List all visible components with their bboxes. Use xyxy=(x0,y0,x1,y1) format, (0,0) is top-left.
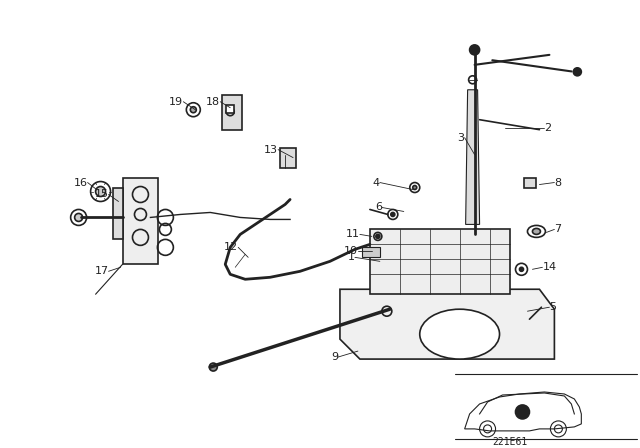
Circle shape xyxy=(391,212,395,216)
Text: 221E61: 221E61 xyxy=(492,437,527,447)
Text: 6: 6 xyxy=(375,202,382,212)
Circle shape xyxy=(515,405,529,419)
Bar xyxy=(280,148,296,168)
Text: 5: 5 xyxy=(549,302,556,312)
Bar xyxy=(113,188,122,239)
Bar xyxy=(227,105,234,113)
Text: 11: 11 xyxy=(346,229,360,239)
Polygon shape xyxy=(340,289,554,359)
Ellipse shape xyxy=(420,309,500,359)
Polygon shape xyxy=(465,392,581,431)
Circle shape xyxy=(573,68,581,76)
Text: 3: 3 xyxy=(458,133,465,142)
Circle shape xyxy=(470,45,479,55)
Text: 10: 10 xyxy=(344,246,358,256)
Text: 8: 8 xyxy=(554,177,561,188)
Text: 4: 4 xyxy=(372,177,380,188)
Polygon shape xyxy=(370,229,509,294)
Text: 12: 12 xyxy=(224,242,238,252)
Polygon shape xyxy=(362,247,380,257)
Text: 7: 7 xyxy=(554,224,561,234)
Circle shape xyxy=(413,185,417,190)
Ellipse shape xyxy=(527,225,545,237)
Circle shape xyxy=(190,107,196,113)
Text: 13: 13 xyxy=(264,145,278,155)
Circle shape xyxy=(209,363,217,371)
Text: 15: 15 xyxy=(95,190,109,199)
Bar xyxy=(524,177,536,188)
Text: 9: 9 xyxy=(331,352,338,362)
Circle shape xyxy=(95,186,106,197)
Text: 1: 1 xyxy=(348,252,355,263)
Circle shape xyxy=(75,213,83,221)
Text: 19: 19 xyxy=(169,97,183,107)
Text: 18: 18 xyxy=(206,97,220,107)
Text: 17: 17 xyxy=(95,266,109,276)
Text: 16: 16 xyxy=(74,177,88,188)
Text: 2: 2 xyxy=(545,123,552,133)
Bar xyxy=(222,95,242,129)
Polygon shape xyxy=(122,177,159,264)
Text: 14: 14 xyxy=(543,263,557,272)
Ellipse shape xyxy=(532,228,540,234)
Circle shape xyxy=(376,234,380,238)
Circle shape xyxy=(520,267,524,271)
Polygon shape xyxy=(466,90,479,224)
